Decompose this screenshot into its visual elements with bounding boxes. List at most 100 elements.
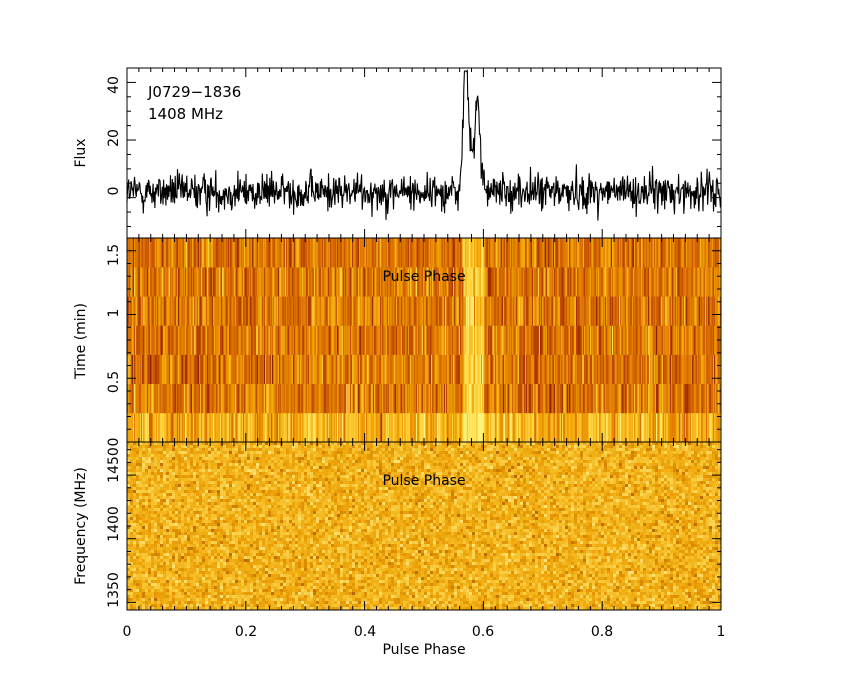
frequency-heatmap-cell — [646, 445, 649, 448]
time-heatmap-cell — [176, 354, 179, 385]
time-heatmap-cell — [464, 354, 467, 385]
time-heatmap-cell — [346, 383, 348, 414]
time-heatmap-cell — [129, 296, 131, 326]
time-heatmap-cell — [258, 296, 260, 326]
time-heatmap-cell — [444, 267, 447, 297]
time-heatmap-cell — [267, 296, 269, 326]
time-heatmap-cell — [189, 412, 192, 443]
time-heatmap-cell — [461, 354, 463, 385]
time-heatmap-cell — [190, 325, 193, 355]
time-heatmap-cell — [708, 383, 710, 414]
time-heatmap-cell — [586, 325, 588, 355]
time-heatmap-cell — [638, 325, 641, 355]
time-heatmap-cell — [348, 296, 351, 326]
time-heatmap-cell — [183, 354, 186, 385]
time-heatmap-cell — [137, 354, 139, 385]
time-heatmap-cell — [223, 267, 225, 297]
frequency-heatmap-cell — [418, 457, 421, 460]
frequency-heatmap-cell — [298, 460, 301, 463]
frequency-heatmap-cell — [436, 451, 439, 454]
time-heatmap-cell — [275, 354, 277, 385]
time-heatmap-cell — [277, 383, 280, 414]
frequency-heatmap-cell — [454, 457, 457, 460]
time-heatmap-cell — [715, 354, 717, 385]
time-heatmap-cell — [422, 267, 425, 297]
time-heatmap-cell — [500, 325, 503, 355]
time-heatmap-cell — [697, 354, 700, 385]
time-heatmap-cell — [241, 267, 244, 297]
time-heatmap-cell — [226, 354, 229, 385]
frequency-heatmap-cell — [376, 448, 379, 451]
time-heatmap-cell — [537, 412, 540, 443]
time-heatmap-cell — [130, 354, 132, 385]
time-heatmap-cell — [458, 325, 461, 355]
time-heatmap-cell — [616, 267, 619, 297]
time-heatmap-cell — [527, 383, 529, 414]
time-heatmap-cell — [333, 383, 335, 414]
time-heatmap-cell — [153, 296, 156, 326]
time-heatmap-cell — [240, 296, 243, 326]
time-heatmap-cell — [379, 296, 382, 326]
frequency-heatmap-cell — [130, 445, 133, 448]
time-heatmap-cell — [661, 325, 664, 355]
time-heatmap-cell — [485, 354, 487, 385]
frequency-heatmap-cell — [340, 448, 343, 451]
frequency-heatmap-cell — [205, 457, 208, 460]
time-heatmap-cell — [247, 383, 250, 414]
frequency-heatmap-cell — [700, 448, 703, 451]
time-heatmap-cell — [685, 354, 687, 385]
time-heatmap-cell — [644, 325, 646, 355]
time-heatmap-cell — [475, 383, 477, 414]
frequency-heatmap-cell — [475, 448, 478, 451]
frequency-heatmap-cell — [310, 451, 313, 454]
time-heatmap-cell — [412, 412, 414, 443]
frequency-heatmap-cell — [562, 454, 565, 457]
time-heatmap-cell — [675, 325, 678, 355]
time-heatmap-cell — [412, 296, 414, 326]
frequency-heatmap-cell — [607, 457, 610, 460]
time-heatmap-cell — [427, 412, 429, 443]
time-heatmap-cell — [178, 238, 180, 268]
time-heatmap-cell — [239, 354, 241, 385]
time-heatmap-cell — [162, 325, 165, 355]
time-heatmap-cell — [342, 354, 345, 385]
frequency-heatmap-cell — [532, 460, 535, 463]
time-heatmap-cell — [312, 383, 315, 414]
frequency-heatmap-cell — [418, 445, 421, 448]
time-heatmap-cell — [354, 412, 356, 443]
time-heatmap-cell — [468, 383, 470, 414]
time-heatmap-cell — [202, 354, 204, 385]
time-heatmap-cell — [354, 267, 356, 297]
frequency-heatmap-cell — [226, 457, 229, 460]
frequency-heatmap-cell — [226, 451, 229, 454]
time-heatmap-cell — [319, 325, 322, 355]
frequency-heatmap-cell — [637, 457, 640, 460]
time-heatmap-cell — [378, 325, 381, 355]
frequency-heatmap-cell — [190, 448, 193, 451]
time-heatmap-cell — [233, 383, 236, 414]
frequency-heatmap-cell — [469, 460, 472, 463]
time-heatmap-cell — [234, 354, 237, 385]
frequency-heatmap-cell — [406, 460, 409, 463]
time-heatmap-cell — [678, 296, 680, 326]
time-heatmap-cell — [414, 325, 417, 355]
time-heatmap-cell — [222, 412, 224, 443]
time-heatmap-cell — [428, 267, 431, 297]
time-heatmap-cell — [432, 412, 434, 443]
time-heatmap-cell — [357, 325, 360, 355]
time-heatmap-cell — [520, 383, 522, 414]
frequency-heatmap-cell — [157, 445, 160, 448]
time-heatmap-cell — [220, 325, 223, 355]
time-heatmap-cell — [457, 354, 460, 385]
time-heatmap-cell — [198, 267, 201, 297]
time-heatmap-cell — [245, 267, 247, 297]
time-heatmap-cell — [129, 383, 131, 414]
frequency-heatmap-cell — [520, 445, 523, 448]
time-heatmap-cell — [218, 296, 221, 326]
frequency-heatmap-cell — [511, 454, 514, 457]
frequency-heatmap-cell — [169, 445, 172, 448]
frequency-heatmap-cell — [502, 448, 505, 451]
frequency-heatmap-cell — [610, 457, 613, 460]
time-heatmap-cell — [296, 325, 298, 355]
frequency-heatmap-cell — [580, 448, 583, 451]
